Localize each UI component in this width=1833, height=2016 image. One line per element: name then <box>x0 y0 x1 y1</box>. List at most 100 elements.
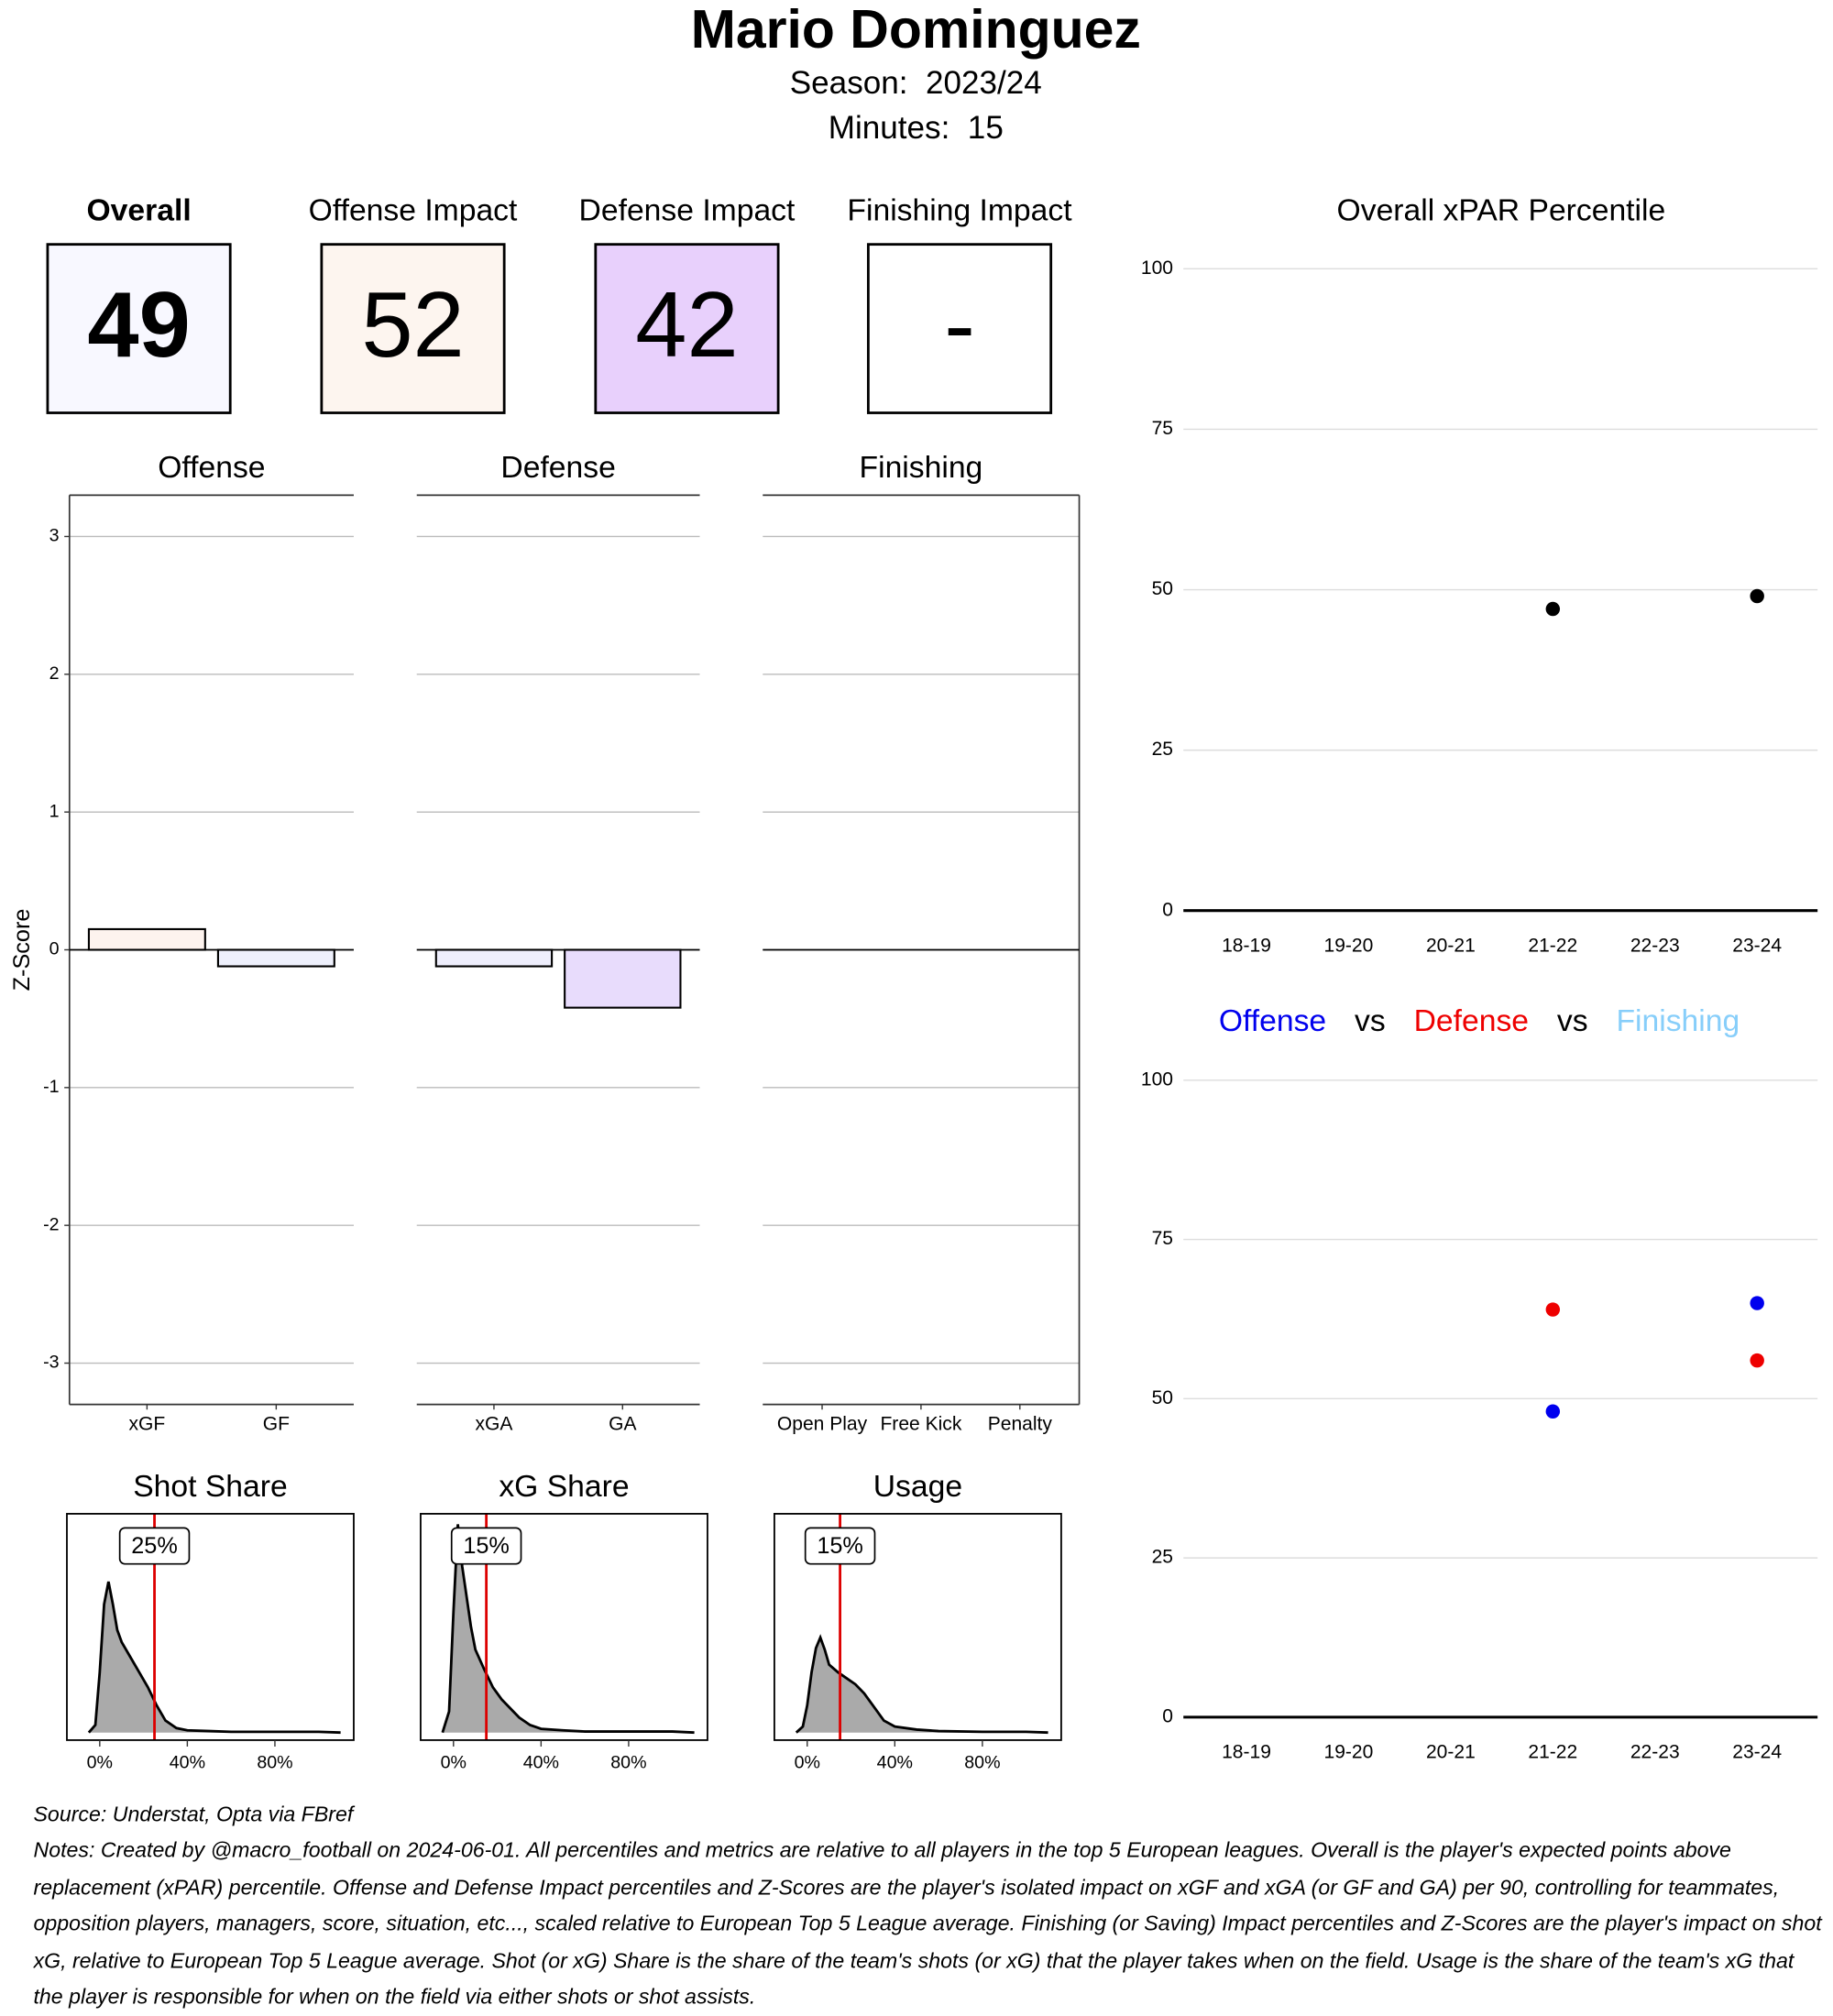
x-tick-label: 80% <box>257 1752 292 1772</box>
x-tick-label: 22-23 <box>1630 936 1680 957</box>
y-tick-label: 2 <box>49 663 60 684</box>
y-tick-label: 3 <box>49 526 60 546</box>
y-tick-label: 100 <box>1141 257 1173 279</box>
x-tick-label: 80% <box>610 1752 646 1772</box>
x-tick-label: Free Kick <box>880 1414 961 1435</box>
y-tick-label: 50 <box>1152 1387 1173 1408</box>
notes-block: Source: Understat, Opta via FBref Notes:… <box>33 1797 1824 2016</box>
y-tick-label: -3 <box>43 1353 60 1373</box>
panel-title: Offense <box>158 451 265 485</box>
marker-label-box <box>804 1527 876 1565</box>
panel-frame <box>774 1513 1062 1741</box>
x-tick-label: 23-24 <box>1732 1742 1782 1763</box>
legend-entry: Defense <box>1414 1004 1529 1038</box>
legend: Offense vs Defense vs Finishing <box>1219 1004 1740 1038</box>
x-tick-label: 21-22 <box>1528 1742 1577 1763</box>
y-tick-label: 50 <box>1152 578 1173 599</box>
bar <box>216 948 335 968</box>
point <box>1545 1302 1561 1317</box>
x-tick-label: 23-24 <box>1732 936 1782 957</box>
card-label: Defense Impact <box>579 193 796 227</box>
card-box <box>594 243 780 414</box>
density-line <box>87 1581 341 1735</box>
x-tick-label: 20-21 <box>1426 936 1476 957</box>
point <box>1545 1404 1561 1419</box>
panel-title: Finishing <box>860 451 983 485</box>
x-tick-label: 0% <box>441 1752 466 1772</box>
y-tick-label: 25 <box>1152 739 1173 760</box>
x-tick-label: 40% <box>877 1752 913 1772</box>
point <box>1750 1353 1764 1368</box>
card-value: 42 <box>635 274 738 377</box>
card-value: 52 <box>361 274 464 377</box>
chart-title: Overall xPAR Percentile <box>1337 193 1666 227</box>
point <box>1545 601 1561 617</box>
x-tick-label: 21-22 <box>1528 936 1577 957</box>
point <box>1750 1296 1764 1310</box>
y-tick-label: 100 <box>1141 1068 1173 1090</box>
y-tick-label: 75 <box>1152 1228 1173 1249</box>
legend-entry: Offense <box>1219 1004 1326 1038</box>
y-axis-label: Z-Score <box>9 909 35 992</box>
source-note: Source: Understat, Opta via FBref <box>33 1802 354 1826</box>
player-name: Mario Dominguez <box>691 0 1141 60</box>
density-area <box>796 1637 1048 1733</box>
notes-text: Notes: Created by @macro_football on 202… <box>33 1839 1822 2010</box>
x-tick-label: GF <box>263 1414 290 1435</box>
panel-title: xG Share <box>499 1470 629 1504</box>
y-tick-label: 25 <box>1152 1547 1173 1568</box>
bar <box>434 948 554 968</box>
legend-entry: Finishing <box>1616 1004 1740 1038</box>
x-tick-label: 19-20 <box>1324 936 1374 957</box>
marker-label-box <box>118 1527 191 1565</box>
legend-separator: vs <box>1557 1004 1588 1038</box>
card-label: Overall <box>86 193 191 227</box>
x-tick-label: 20-21 <box>1426 1742 1476 1763</box>
y-tick-label: -1 <box>43 1077 59 1097</box>
point <box>1750 588 1764 604</box>
marker-label: 25% <box>131 1533 178 1559</box>
x-tick-label: 0% <box>87 1752 113 1772</box>
x-tick-label: Penalty <box>988 1414 1053 1435</box>
x-tick-label: Open Play <box>777 1414 868 1435</box>
x-tick-label: 19-20 <box>1324 1742 1374 1763</box>
marker-label: 15% <box>463 1533 510 1559</box>
x-tick-label: xGA <box>475 1414 512 1435</box>
y-tick-label: 0 <box>49 939 60 959</box>
panel-frame <box>66 1513 355 1741</box>
bar <box>87 927 206 951</box>
season: Season: 2023/24 <box>790 65 1042 101</box>
notes: Source: Understat, Opta via FBref Notes:… <box>33 1797 1824 2016</box>
panel-title: Usage <box>873 1470 962 1504</box>
legend-separator: vs <box>1355 1004 1386 1038</box>
bar <box>564 948 682 1009</box>
card-label: Finishing Impact <box>847 193 1072 227</box>
x-tick-label: 80% <box>964 1752 1000 1772</box>
density-area <box>88 1582 341 1733</box>
y-tick-label: 1 <box>49 801 60 821</box>
minutes: Minutes: 15 <box>829 110 1004 146</box>
y-tick-label: 0 <box>1162 899 1173 920</box>
panel-title: Shot Share <box>133 1470 287 1504</box>
card-label: Offense Impact <box>309 193 518 227</box>
x-tick-label: 18-19 <box>1222 1742 1271 1763</box>
card-box <box>866 243 1053 414</box>
density-line <box>795 1634 1048 1735</box>
card-value: 49 <box>87 274 190 377</box>
x-tick-label: 0% <box>795 1752 820 1772</box>
card-box <box>320 243 506 414</box>
card-value: - <box>944 274 975 377</box>
x-tick-label: xGF <box>128 1414 165 1435</box>
panel-title: Defense <box>500 451 615 485</box>
marker-label: 15% <box>817 1533 863 1559</box>
x-tick-label: GA <box>609 1414 636 1435</box>
y-tick-label: 75 <box>1152 418 1173 439</box>
density-area <box>442 1524 695 1733</box>
marker-label-box <box>450 1527 522 1565</box>
card-box <box>46 243 232 414</box>
panel-frame <box>420 1513 708 1741</box>
x-tick-label: 22-23 <box>1630 1742 1680 1763</box>
x-tick-label: 40% <box>523 1752 559 1772</box>
x-tick-label: 18-19 <box>1222 936 1271 957</box>
